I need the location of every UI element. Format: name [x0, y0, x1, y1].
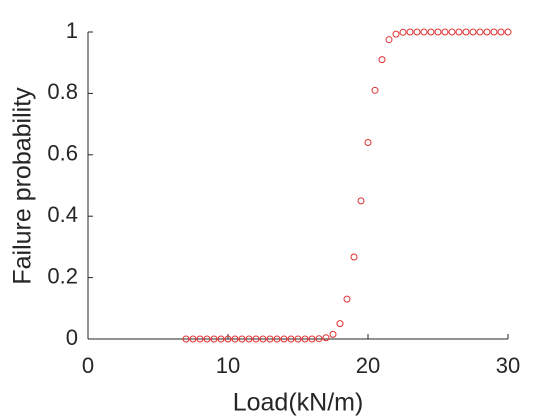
point	[336, 320, 344, 328]
y-tick-label: 0.8	[47, 79, 78, 104]
y-tick-label: 0.6	[47, 141, 78, 166]
point	[469, 28, 477, 36]
point	[231, 335, 239, 343]
point	[364, 139, 372, 147]
point	[392, 30, 400, 38]
point	[497, 28, 505, 36]
point	[476, 28, 484, 36]
y-tick-label: 0.4	[47, 202, 78, 227]
point	[259, 335, 267, 343]
point	[385, 36, 393, 44]
point	[441, 28, 449, 36]
point	[371, 86, 379, 94]
point	[189, 335, 197, 343]
y-tick-label: 1	[66, 18, 78, 43]
point	[406, 28, 414, 36]
point	[399, 28, 407, 36]
x-tick-label: 0	[82, 353, 94, 378]
point	[483, 28, 491, 36]
point	[280, 335, 288, 343]
point	[294, 335, 302, 343]
point	[413, 28, 421, 36]
y-tick-label: 0.2	[47, 263, 78, 288]
point	[455, 28, 463, 36]
y-axis-label: Failure probability	[9, 87, 37, 285]
point	[350, 253, 358, 261]
point	[434, 28, 442, 36]
point	[357, 197, 365, 205]
point	[420, 28, 428, 36]
point	[203, 335, 211, 343]
point	[504, 28, 512, 36]
point	[448, 28, 456, 36]
point	[217, 335, 225, 343]
point	[266, 335, 274, 343]
point	[301, 335, 309, 343]
point	[329, 330, 337, 338]
point	[427, 28, 435, 36]
point	[245, 335, 253, 343]
point	[196, 335, 204, 343]
point	[315, 335, 323, 343]
point	[224, 335, 232, 343]
point	[238, 335, 246, 343]
x-tick-label: 10	[216, 353, 240, 378]
point	[378, 56, 386, 64]
point	[343, 295, 351, 303]
point	[322, 334, 330, 342]
point	[308, 335, 316, 343]
point	[182, 335, 190, 343]
point	[490, 28, 498, 36]
point	[210, 335, 218, 343]
point	[252, 335, 260, 343]
x-tick-label: 20	[356, 353, 380, 378]
x-tick-label: 30	[496, 353, 520, 378]
point	[273, 335, 281, 343]
y-tick-label: 0	[66, 325, 78, 350]
point	[462, 28, 470, 36]
point	[287, 335, 295, 343]
x-axis-label: Load(kN/m)	[233, 389, 364, 417]
